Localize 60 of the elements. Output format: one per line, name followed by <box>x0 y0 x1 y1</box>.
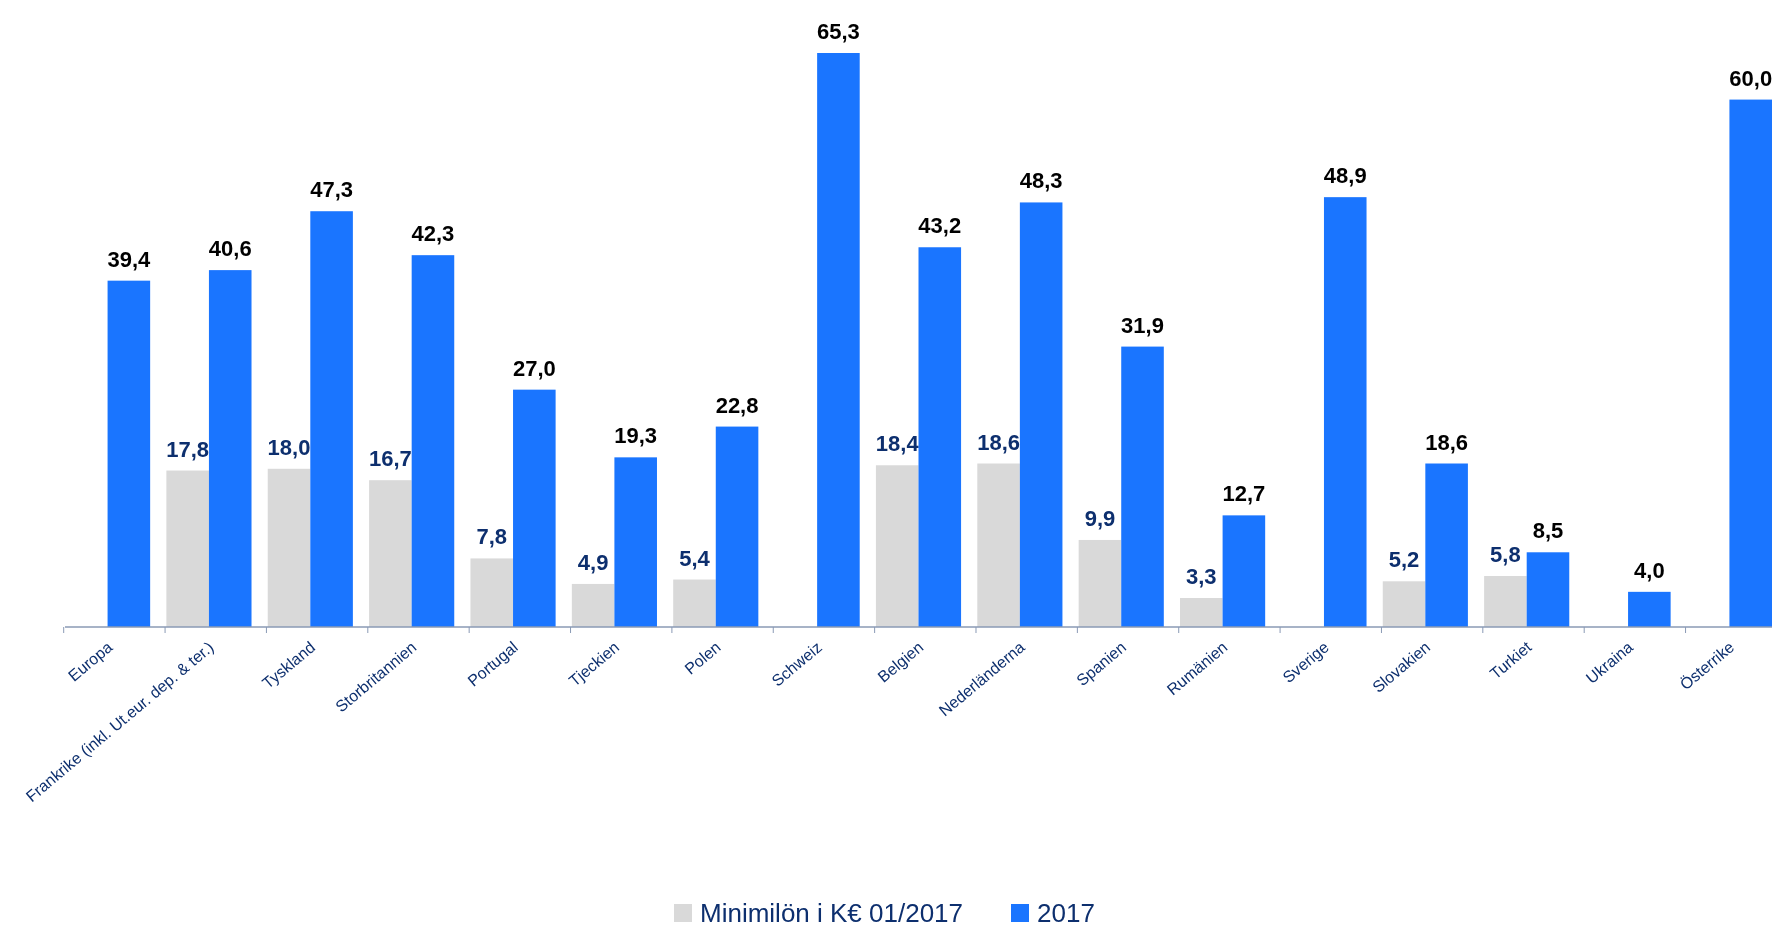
data-label: 18,6 <box>977 429 1020 455</box>
data-label: 43,2 <box>918 213 962 239</box>
data-label: 19,3 <box>614 423 658 449</box>
data-label: 65,3 <box>817 19 860 44</box>
bar <box>673 579 716 627</box>
legend-label: Minimilön i K€ 01/2017 <box>700 898 964 928</box>
bar <box>817 53 860 627</box>
data-label: 18,6 <box>1425 429 1469 455</box>
bar <box>1019 202 1063 627</box>
data-label: 48,3 <box>1019 168 1063 194</box>
data-label: 42,3 <box>411 221 455 247</box>
bar <box>1382 581 1426 627</box>
bar <box>1323 197 1367 627</box>
data-label: 47,3 <box>310 177 354 203</box>
data-label: 18,4 <box>875 431 920 457</box>
data-label: 5,4 <box>679 545 711 571</box>
bar <box>1484 576 1527 627</box>
data-label: 3,3 <box>1186 563 1217 589</box>
data-label: 16,7 <box>368 446 412 472</box>
bar <box>1222 515 1266 627</box>
bar <box>470 558 514 627</box>
data-label: 27,0 <box>512 355 556 381</box>
data-label: 48,9 <box>1323 163 1367 189</box>
data-label: 31,9 <box>1121 312 1164 338</box>
data-label: 60,0 <box>1729 65 1773 91</box>
bar <box>918 247 962 627</box>
data-label: 5,8 <box>1490 542 1521 568</box>
data-label: 8,5 <box>1532 518 1564 544</box>
bar <box>1078 539 1122 627</box>
bar <box>1425 463 1468 627</box>
bar <box>411 255 455 627</box>
bar <box>614 457 657 627</box>
bar <box>513 389 556 627</box>
bar <box>715 426 759 627</box>
bar <box>1180 597 1223 627</box>
bar <box>1526 552 1570 627</box>
legend-label: 2017 <box>1037 898 1095 928</box>
data-label: 17,8 <box>166 436 210 462</box>
bar <box>1628 591 1671 627</box>
bar <box>977 463 1020 627</box>
data-label: 22,8 <box>715 392 759 418</box>
bar <box>571 583 615 627</box>
data-label: 4,0 <box>1634 557 1665 583</box>
bar <box>369 480 412 627</box>
bar <box>166 470 209 627</box>
bar <box>107 280 151 627</box>
bar <box>267 468 311 627</box>
bar <box>208 270 252 627</box>
data-label: 40,6 <box>208 236 252 262</box>
data-label: 7,8 <box>476 524 508 550</box>
data-label: 9,9 <box>1084 505 1116 531</box>
data-label: 4,9 <box>577 549 609 575</box>
data-label: 12,7 <box>1222 481 1266 507</box>
data-label: 18,0 <box>267 434 311 460</box>
bar <box>1121 346 1164 627</box>
data-label: 5,2 <box>1388 547 1420 573</box>
bar <box>310 211 353 627</box>
bar <box>875 465 919 627</box>
bar <box>1729 99 1772 627</box>
data-label: 39,4 <box>107 246 152 272</box>
